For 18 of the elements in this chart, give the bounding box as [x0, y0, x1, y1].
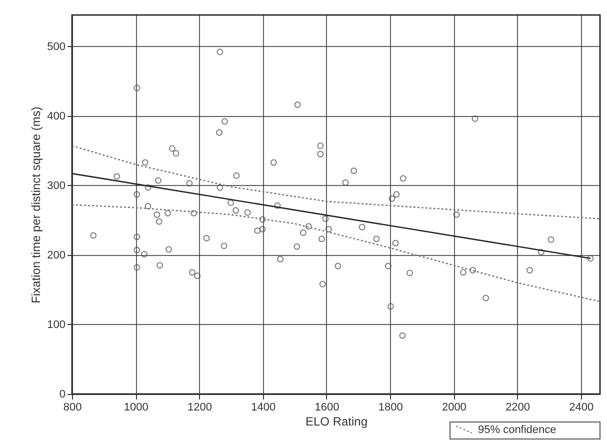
y-tick-label: 300	[47, 180, 66, 192]
x-tick-label: 2400	[569, 402, 594, 414]
legend-label: 95% confidence	[478, 424, 556, 436]
x-tick-label: 1400	[251, 402, 276, 414]
y-tick-label: 0	[59, 388, 66, 400]
x-tick-label: 1800	[378, 402, 403, 414]
x-tick-label: 2200	[506, 402, 530, 414]
x-tick-label: 800	[63, 402, 82, 414]
y-tick-label: 100	[47, 318, 66, 331]
y-tick-label: 400	[47, 110, 66, 122]
y-tick-label: 500	[47, 40, 66, 53]
x-axis-title: ELO Rating	[305, 414, 368, 428]
y-tick-label: 200	[47, 249, 66, 262]
y-axis-title: Fixation time per distinct square (ms)	[29, 106, 44, 304]
x-tick-label: 1600	[314, 402, 340, 414]
x-tick-label: 1200	[187, 402, 212, 414]
x-tick-label: 1000	[124, 402, 148, 414]
x-tick-label: 2000	[442, 402, 466, 414]
